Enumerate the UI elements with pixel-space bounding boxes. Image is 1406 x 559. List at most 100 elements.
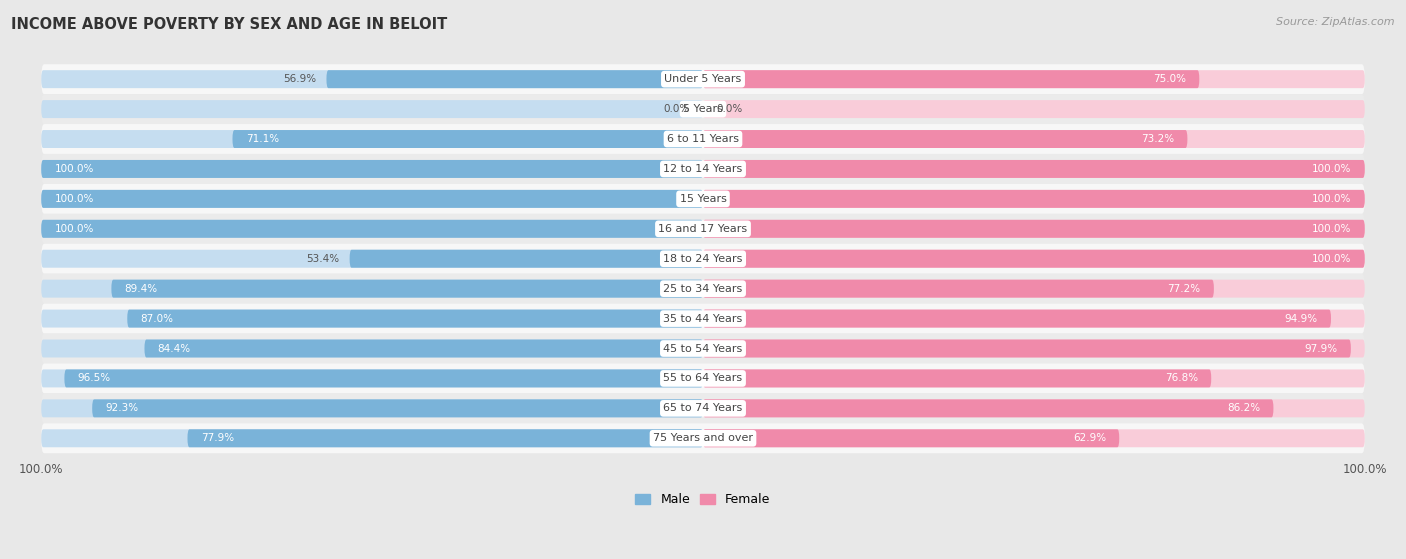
FancyBboxPatch shape (703, 190, 1365, 208)
FancyBboxPatch shape (703, 160, 1365, 178)
FancyBboxPatch shape (232, 130, 703, 148)
FancyBboxPatch shape (41, 220, 703, 238)
Text: 100.0%: 100.0% (55, 224, 94, 234)
Text: 100.0%: 100.0% (1312, 194, 1351, 204)
FancyBboxPatch shape (41, 184, 1365, 214)
Text: 100.0%: 100.0% (1312, 224, 1351, 234)
FancyBboxPatch shape (703, 280, 1213, 297)
FancyBboxPatch shape (93, 399, 703, 418)
Text: 76.8%: 76.8% (1166, 373, 1198, 383)
FancyBboxPatch shape (326, 70, 703, 88)
FancyBboxPatch shape (41, 429, 703, 447)
Legend: Male, Female: Male, Female (630, 488, 776, 511)
FancyBboxPatch shape (41, 190, 703, 208)
FancyBboxPatch shape (703, 339, 1351, 358)
FancyBboxPatch shape (703, 399, 1274, 418)
Text: 53.4%: 53.4% (307, 254, 340, 264)
FancyBboxPatch shape (703, 310, 1365, 328)
Text: 84.4%: 84.4% (157, 344, 191, 353)
Text: 89.4%: 89.4% (125, 283, 157, 293)
FancyBboxPatch shape (41, 339, 703, 358)
Text: 35 to 44 Years: 35 to 44 Years (664, 314, 742, 324)
Text: 87.0%: 87.0% (141, 314, 173, 324)
FancyBboxPatch shape (41, 394, 1365, 423)
FancyBboxPatch shape (41, 304, 1365, 334)
Text: 16 and 17 Years: 16 and 17 Years (658, 224, 748, 234)
Text: 56.9%: 56.9% (284, 74, 316, 84)
Text: 65 to 74 Years: 65 to 74 Years (664, 404, 742, 413)
FancyBboxPatch shape (41, 70, 703, 88)
FancyBboxPatch shape (703, 70, 1365, 88)
Text: 55 to 64 Years: 55 to 64 Years (664, 373, 742, 383)
FancyBboxPatch shape (65, 369, 703, 387)
FancyBboxPatch shape (350, 250, 703, 268)
FancyBboxPatch shape (703, 160, 1365, 178)
FancyBboxPatch shape (41, 334, 1365, 363)
Text: 62.9%: 62.9% (1073, 433, 1107, 443)
FancyBboxPatch shape (41, 160, 703, 178)
FancyBboxPatch shape (41, 280, 703, 297)
FancyBboxPatch shape (41, 100, 703, 118)
FancyBboxPatch shape (41, 423, 1365, 453)
FancyBboxPatch shape (41, 214, 1365, 244)
FancyBboxPatch shape (703, 250, 1365, 268)
Text: 92.3%: 92.3% (105, 404, 139, 413)
FancyBboxPatch shape (703, 190, 1365, 208)
Text: 75.0%: 75.0% (1153, 74, 1187, 84)
FancyBboxPatch shape (41, 310, 703, 328)
Text: Under 5 Years: Under 5 Years (665, 74, 741, 84)
FancyBboxPatch shape (703, 429, 1119, 447)
FancyBboxPatch shape (41, 220, 703, 238)
FancyBboxPatch shape (703, 310, 1331, 328)
Text: Source: ZipAtlas.com: Source: ZipAtlas.com (1277, 17, 1395, 27)
Text: 97.9%: 97.9% (1305, 344, 1337, 353)
FancyBboxPatch shape (41, 130, 703, 148)
FancyBboxPatch shape (41, 154, 1365, 184)
Text: 25 to 34 Years: 25 to 34 Years (664, 283, 742, 293)
FancyBboxPatch shape (187, 429, 703, 447)
FancyBboxPatch shape (703, 220, 1365, 238)
FancyBboxPatch shape (703, 369, 1365, 387)
FancyBboxPatch shape (41, 244, 1365, 274)
FancyBboxPatch shape (111, 280, 703, 297)
FancyBboxPatch shape (128, 310, 703, 328)
FancyBboxPatch shape (703, 399, 1365, 418)
Text: 86.2%: 86.2% (1227, 404, 1260, 413)
FancyBboxPatch shape (41, 190, 703, 208)
FancyBboxPatch shape (703, 369, 1211, 387)
Text: 96.5%: 96.5% (77, 373, 111, 383)
FancyBboxPatch shape (145, 339, 703, 358)
FancyBboxPatch shape (703, 70, 1199, 88)
FancyBboxPatch shape (41, 124, 1365, 154)
Text: 12 to 14 Years: 12 to 14 Years (664, 164, 742, 174)
FancyBboxPatch shape (41, 369, 703, 387)
FancyBboxPatch shape (41, 64, 1365, 94)
Text: 75 Years and over: 75 Years and over (652, 433, 754, 443)
Text: 100.0%: 100.0% (55, 194, 94, 204)
FancyBboxPatch shape (41, 94, 1365, 124)
Text: 0.0%: 0.0% (716, 104, 742, 114)
FancyBboxPatch shape (41, 160, 703, 178)
Text: 77.9%: 77.9% (201, 433, 233, 443)
FancyBboxPatch shape (41, 250, 703, 268)
FancyBboxPatch shape (41, 399, 703, 418)
Text: 0.0%: 0.0% (664, 104, 690, 114)
FancyBboxPatch shape (703, 130, 1188, 148)
Text: 77.2%: 77.2% (1167, 283, 1201, 293)
Text: 94.9%: 94.9% (1285, 314, 1317, 324)
Text: 18 to 24 Years: 18 to 24 Years (664, 254, 742, 264)
FancyBboxPatch shape (703, 130, 1365, 148)
Text: 45 to 54 Years: 45 to 54 Years (664, 344, 742, 353)
FancyBboxPatch shape (703, 339, 1365, 358)
FancyBboxPatch shape (41, 363, 1365, 394)
FancyBboxPatch shape (703, 429, 1365, 447)
Text: 73.2%: 73.2% (1142, 134, 1174, 144)
FancyBboxPatch shape (703, 220, 1365, 238)
Text: 100.0%: 100.0% (1312, 254, 1351, 264)
Text: 6 to 11 Years: 6 to 11 Years (666, 134, 740, 144)
FancyBboxPatch shape (703, 280, 1365, 297)
FancyBboxPatch shape (41, 274, 1365, 304)
FancyBboxPatch shape (703, 250, 1365, 268)
Text: 100.0%: 100.0% (55, 164, 94, 174)
Text: INCOME ABOVE POVERTY BY SEX AND AGE IN BELOIT: INCOME ABOVE POVERTY BY SEX AND AGE IN B… (11, 17, 447, 32)
